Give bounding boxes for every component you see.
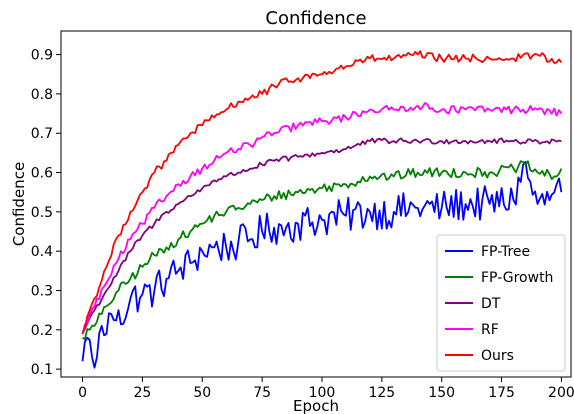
x-axis: 0 25 50 75 100 125 150 175 200 — [78, 377, 574, 401]
x-axis-label: Epoch — [293, 397, 339, 414]
legend-entry: FP-Growth — [445, 270, 553, 286]
x-tick-label: 25 — [133, 385, 151, 401]
legend-entry: RF — [445, 322, 499, 338]
y-tick-label: 0.4 — [31, 244, 53, 260]
y-tick-label: 0.9 — [31, 48, 53, 64]
legend-entry: FP-Tree — [445, 244, 530, 260]
series-line-dt — [81, 137, 562, 335]
x-tick-label: 150 — [428, 385, 455, 401]
y-tick-label: 0.6 — [31, 166, 53, 182]
x-tick-label: 200 — [548, 385, 574, 401]
x-tick-label: 0 — [78, 385, 87, 401]
plot-frame — [60, 30, 572, 378]
x-tick-label: 100 — [309, 385, 336, 401]
y-tick-label: 0.7 — [31, 126, 53, 142]
y-axis-label: Confidence — [10, 162, 28, 246]
x-tick-label: 75 — [253, 385, 271, 401]
y-axis: 0.1 0.2 0.3 0.4 0.5 0.6 0.7 0.8 0.9 — [31, 48, 61, 378]
series-line-fp-tree — [81, 160, 563, 369]
series-line-fp-growth — [82, 160, 563, 341]
chart-title: Confidence — [265, 8, 366, 29]
legend-label: RF — [481, 322, 499, 338]
y-tick-label: 0.1 — [31, 362, 53, 378]
y-tick-label: 0.2 — [31, 323, 53, 339]
series-layer — [81, 50, 563, 369]
legend: FP-Tree FP-Growth DT RF Ours — [436, 234, 566, 372]
x-tick-label: 175 — [488, 385, 515, 401]
legend-label: FP-Growth — [481, 270, 553, 286]
legend-entry: DT — [445, 296, 501, 312]
y-tick-label: 0.5 — [31, 205, 53, 221]
x-tick-label: 50 — [193, 385, 211, 401]
legend-entry: Ours — [445, 348, 514, 364]
series-line-rf — [81, 102, 563, 335]
legend-label: DT — [481, 296, 501, 312]
y-tick-label: 0.3 — [31, 284, 53, 300]
legend-label: FP-Tree — [481, 244, 530, 260]
y-tick-label: 0.8 — [31, 87, 53, 103]
legend-frame — [436, 234, 566, 372]
legend-label: Ours — [481, 348, 514, 364]
x-tick-label: 125 — [368, 385, 395, 401]
series-line-ours — [81, 50, 563, 335]
